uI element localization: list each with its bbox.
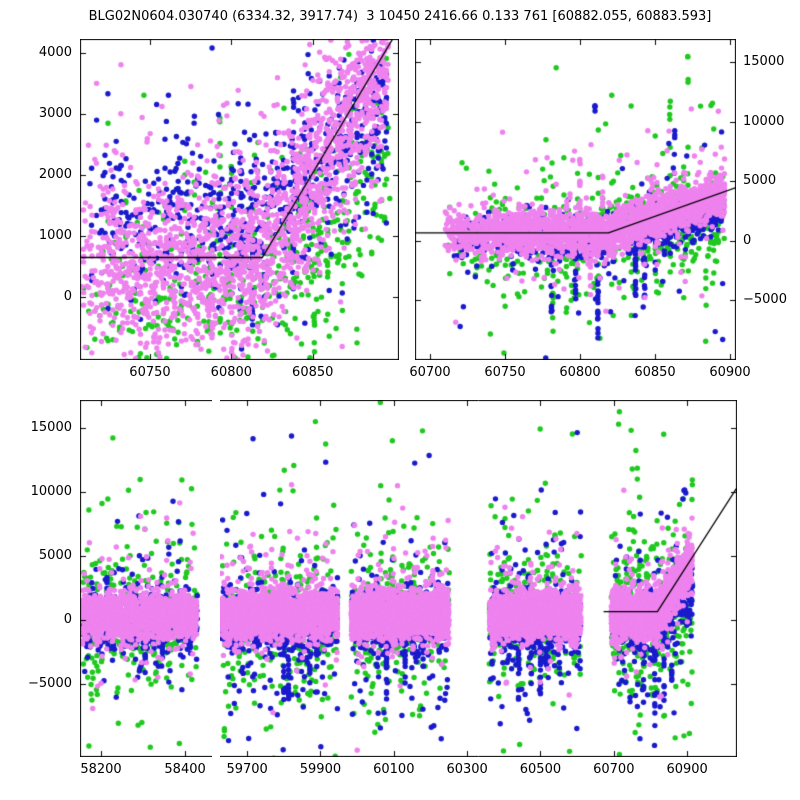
tick-label: 60900 [709,365,751,380]
scatter-canvas-bottom-b [220,400,737,757]
panel-bottom-b [220,400,737,757]
tick-label: 60900 [666,762,708,777]
tick-label: 60300 [446,762,488,777]
tick-label: 60850 [634,365,676,380]
tick-label: 4000 [38,45,72,61]
tick-label: 60700 [409,365,451,380]
tick-label: 59700 [226,762,268,777]
scatter-canvas-bottom-a [80,400,212,757]
tick-label: 10000 [743,113,785,129]
tick-label: 60800 [559,365,601,380]
tick-label: 60750 [129,365,171,380]
tick-label: 60700 [593,762,635,777]
panel-top-right [415,39,736,360]
tick-label: 15000 [30,420,72,436]
tick-label: 60750 [484,365,526,380]
tick-label: 0 [63,289,72,305]
tick-label: −5000 [28,675,72,691]
tick-label: 2000 [38,167,72,183]
tick-label: 59900 [299,762,342,777]
tick-label: 58400 [164,762,206,777]
figure-title: BLG02N0604.030740 (6334.32, 3917.74) 3 1… [88,9,712,24]
tick-label: 60500 [519,762,562,777]
tick-label: 0 [743,232,752,248]
tick-label: 5000 [38,547,72,563]
scatter-canvas-top-left [80,39,399,360]
tick-label: 3000 [38,106,72,122]
scatter-canvas-top-right [415,39,736,360]
tick-label: 60850 [292,365,334,380]
panel-top-left [80,39,399,360]
tick-label: 60100 [373,762,415,777]
tick-label: 0 [63,611,72,627]
tick-label: 1000 [38,228,72,244]
tick-label: 5000 [743,173,777,189]
tick-label: −5000 [743,292,787,308]
panel-bottom-a [80,400,212,757]
tick-label: 60800 [210,365,253,380]
tick-label: 10000 [30,484,72,500]
tick-label: 15000 [743,53,785,69]
tick-label: 58200 [80,762,122,777]
